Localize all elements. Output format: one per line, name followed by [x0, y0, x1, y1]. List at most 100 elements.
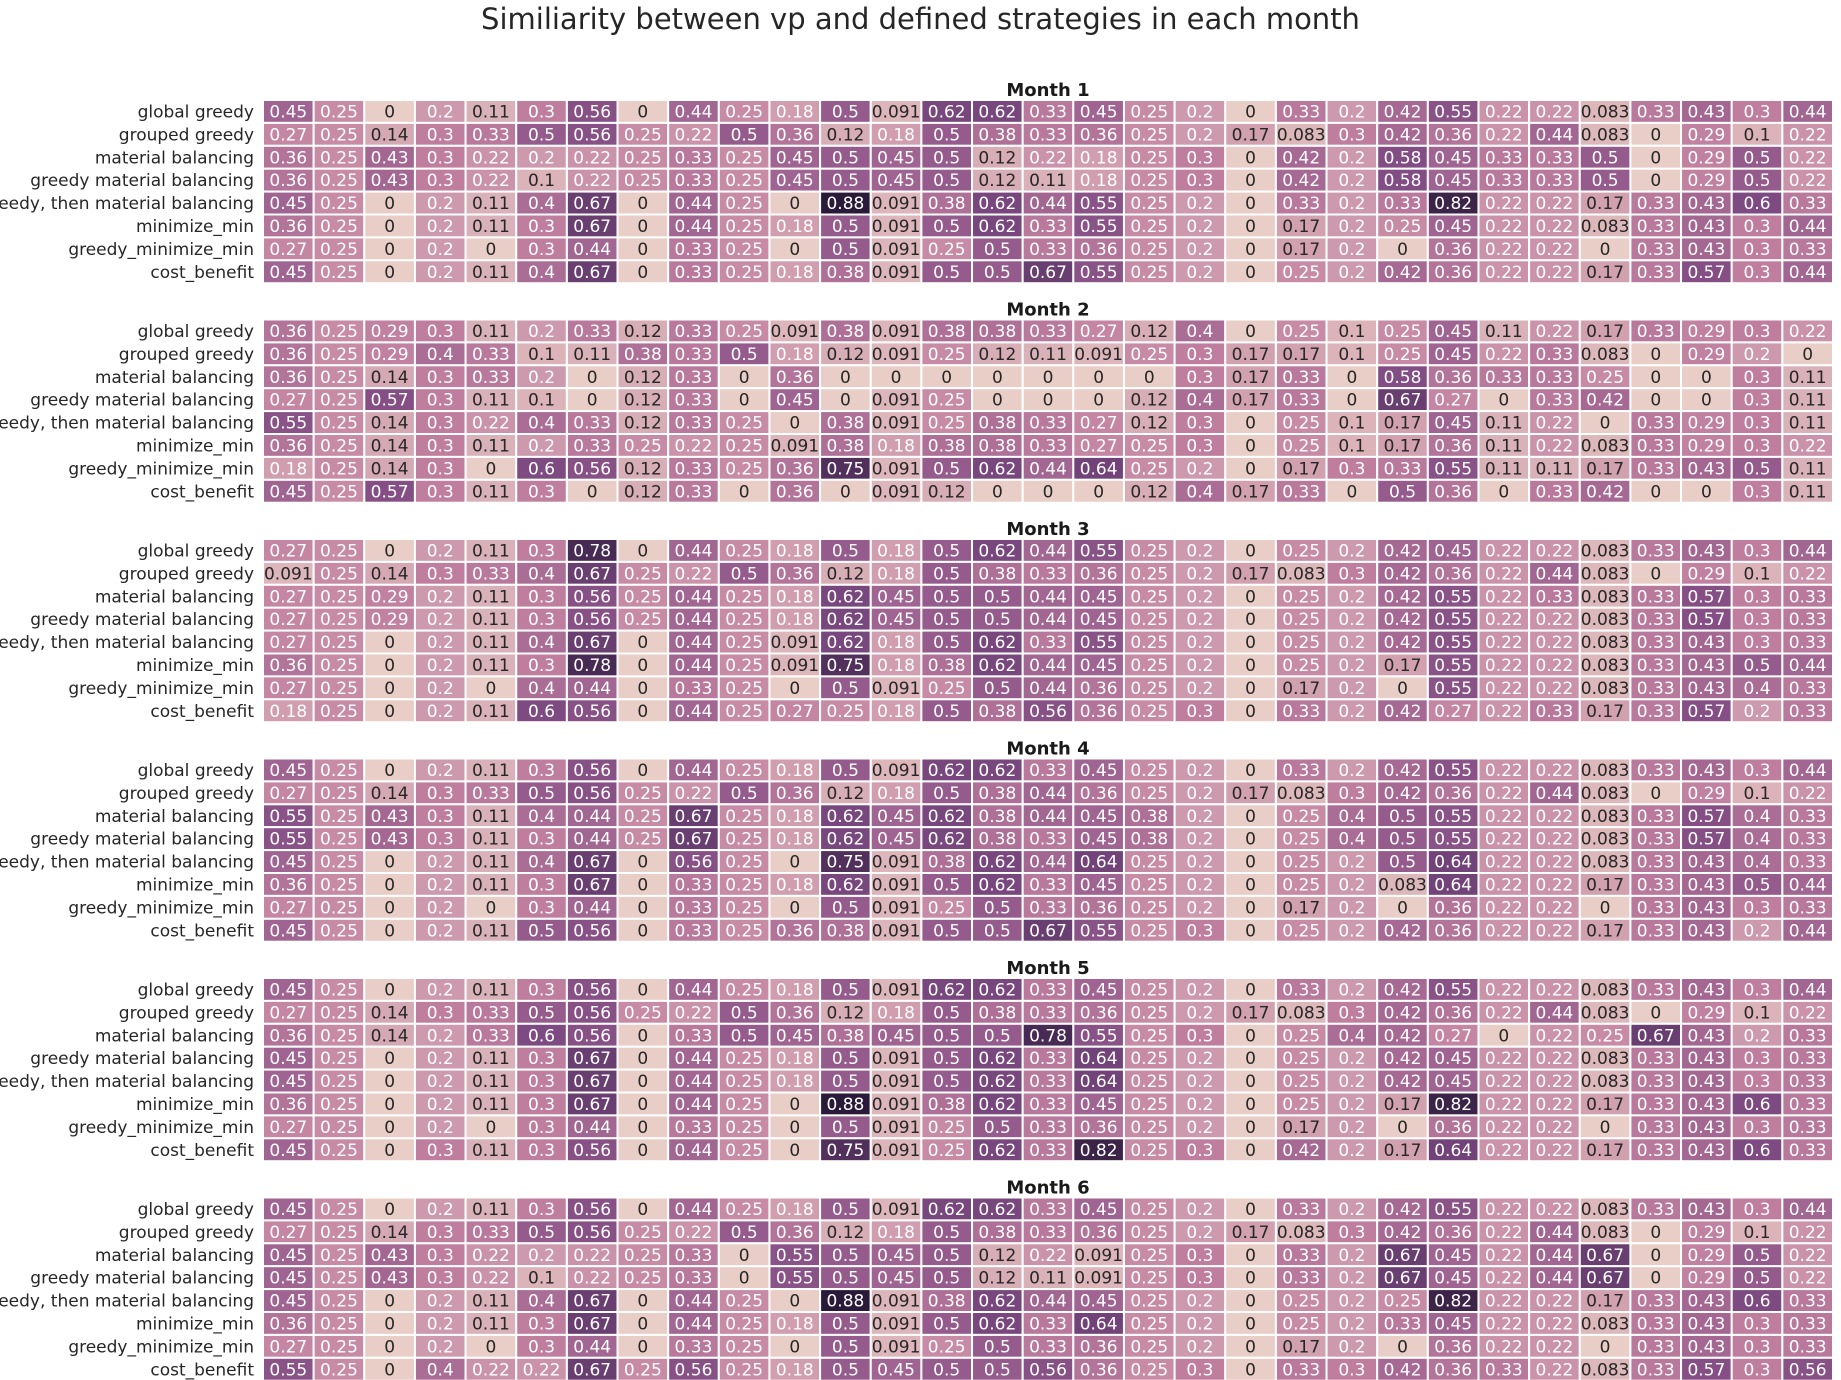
cell-value-label: 0.11	[472, 1292, 510, 1312]
cell-value-label: 0.11	[472, 1314, 510, 1334]
cell-value-label: 0.25	[1130, 980, 1168, 1000]
cell-value-label: 0.25	[320, 240, 358, 260]
cell-value-label: 0.18	[776, 1314, 814, 1334]
cell-value-label: 0.25	[1130, 921, 1168, 941]
cell-value-label: 0.44	[675, 610, 713, 630]
cell-value-label: 0.25	[725, 217, 763, 237]
cell-value-label: 0.25	[928, 1141, 966, 1161]
cell-value-label: 0.36	[1434, 1118, 1472, 1138]
cell-value-label: 0.27	[269, 1223, 307, 1243]
cell-value-label: 0.33	[1637, 875, 1675, 895]
cell-value-label: 0.27	[1434, 1026, 1472, 1046]
cell-value-label: 0	[1650, 784, 1661, 804]
cell-value-label: 0.2	[528, 322, 555, 342]
cell-value-label: 0.33	[1384, 194, 1422, 214]
cell-value-label: 0.44	[1789, 921, 1827, 941]
cell-value-label: 0.58	[1384, 148, 1422, 168]
cell-value-label: 0.38	[928, 322, 966, 342]
cell-value-label: 0.33	[1029, 414, 1067, 434]
cell-value-label: 0	[384, 217, 395, 237]
cell-value-label: 0.33	[1485, 1360, 1523, 1380]
cell-value-label: 0.33	[1789, 240, 1827, 260]
cell-value-label: 0.67	[1384, 1269, 1422, 1289]
cell-value-label: 0.3	[1744, 761, 1771, 781]
cell-value-label: 0.33	[1789, 1314, 1827, 1334]
cell-value-label: 0.38	[928, 436, 966, 456]
cell-value-label: 0.2	[1186, 459, 1213, 479]
cell-value-label: 0.25	[1130, 761, 1168, 781]
row-label: minimize_min	[136, 1314, 254, 1334]
cell-value-label: 0	[587, 368, 598, 388]
cell-value-label: 0.3	[1744, 368, 1771, 388]
cell-value-label: 0.3	[1744, 1049, 1771, 1069]
cell-value-label: 0.33	[675, 1026, 713, 1046]
cell-value-label: 0	[992, 368, 1003, 388]
cell-value-label: 0.2	[427, 679, 454, 699]
cell-value-label: 0	[637, 1026, 648, 1046]
cell-value-label: 0.3	[1338, 459, 1365, 479]
cell-value-label: 0.083	[1581, 1200, 1630, 1220]
cell-value-label: 0.22	[472, 1269, 510, 1289]
cell-value-label: 0.25	[320, 679, 358, 699]
cell-value-label: 0.36	[776, 368, 814, 388]
cell-value-label: 0.27	[269, 125, 307, 145]
cell-value-label: 0.17	[1232, 784, 1270, 804]
cell-value-label: 0.12	[624, 459, 662, 479]
cell-value-label: 0.42	[1384, 263, 1422, 283]
cell-value-label: 0.33	[1536, 171, 1574, 191]
cell-value-label: 0.36	[1434, 436, 1472, 456]
cell-value-label: 0.3	[1186, 1141, 1213, 1161]
cell-value-label: 0.083	[1581, 656, 1630, 676]
cell-value-label: 0.67	[1637, 1026, 1675, 1046]
cell-value-label: 0.091	[872, 482, 921, 502]
cell-value-label: 0.11	[472, 875, 510, 895]
cell-value-label: 0.25	[1130, 1200, 1168, 1220]
cell-value-label: 0.083	[1581, 1003, 1630, 1023]
cell-value-label: 0	[789, 1095, 800, 1115]
cell-value-label: 0.29	[371, 587, 409, 607]
cell-value-label: 0.64	[1080, 459, 1118, 479]
cell-value-label: 0.18	[776, 263, 814, 283]
cell-value-label: 0	[739, 368, 750, 388]
cell-value-label: 0.5	[933, 633, 960, 653]
cell-value-label: 0.45	[1080, 656, 1118, 676]
cell-value-label: 0.22	[472, 1246, 510, 1266]
cell-value-label: 0.5	[832, 541, 859, 561]
cell-value-label: 0	[1245, 807, 1256, 827]
cell-value-label: 0.1	[1338, 322, 1365, 342]
cell-value-label: 0	[637, 679, 648, 699]
cell-value-label: 0.17	[1282, 1337, 1320, 1357]
cell-value-label: 0.43	[1687, 1118, 1725, 1138]
cell-value-label: 0.22	[1485, 541, 1523, 561]
cell-value-label: 0.11	[472, 610, 510, 630]
cell-value-label: 0.42	[1586, 482, 1624, 502]
cell-value-label: 0.33	[1485, 148, 1523, 168]
cell-value-label: 0.2	[1338, 1141, 1365, 1161]
cell-value-label: 0.2	[1186, 1003, 1213, 1023]
cell-value-label: 0.33	[472, 345, 510, 365]
cell-value-label: 0.14	[371, 125, 409, 145]
cell-value-label: 0.38	[978, 564, 1016, 584]
cell-value-label: 0.2	[1338, 1246, 1365, 1266]
cell-value-label: 0.5	[984, 679, 1011, 699]
cell-value-label: 0	[789, 414, 800, 434]
cell-value-label: 0.55	[1080, 217, 1118, 237]
cell-value-label: 0.25	[725, 921, 763, 941]
cell-value-label: 0.11	[472, 194, 510, 214]
cell-value-label: 0.5	[933, 875, 960, 895]
cell-value-label: 0.091	[872, 898, 921, 918]
cell-value-label: 0.3	[528, 830, 555, 850]
cell-value-label: 0.3	[1744, 217, 1771, 237]
cell-value-label: 0.62	[928, 807, 966, 827]
panel-title: Month 6	[1006, 1178, 1089, 1199]
cell-value-label: 0.2	[1338, 656, 1365, 676]
cell-value-label: 0.36	[1434, 1223, 1472, 1243]
cell-value-label: 0.25	[1282, 1072, 1320, 1092]
cell-value-label: 0.25	[320, 1292, 358, 1312]
cell-value-label: 0.25	[725, 610, 763, 630]
cell-value-label: 0.33	[1789, 587, 1827, 607]
cell-value-label: 0.5	[731, 1223, 758, 1243]
cell-value-label: 0.1	[1338, 345, 1365, 365]
cell-value-label: 0.25	[1130, 240, 1168, 260]
cell-value-label: 0.33	[472, 784, 510, 804]
